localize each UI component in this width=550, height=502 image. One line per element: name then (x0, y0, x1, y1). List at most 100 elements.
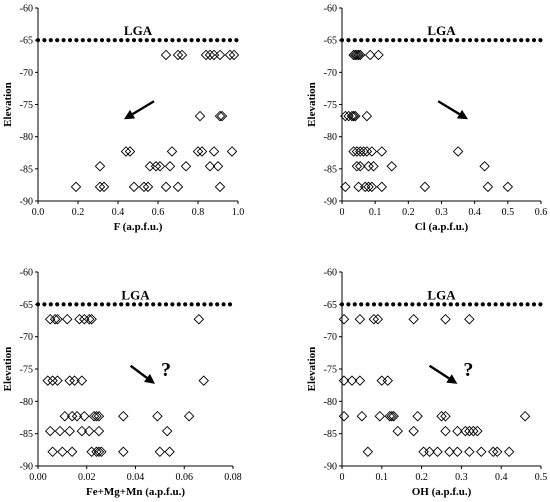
data-point-diamond (350, 49, 361, 61)
x-tick-label: 0.00 (29, 472, 47, 483)
x-tick-label: 0.2 (402, 207, 415, 218)
data-point-diamond (362, 446, 374, 458)
question-mark-annotation: ? (463, 359, 473, 381)
x-tick-label: 1.0 (232, 207, 245, 218)
data-point-diamond (128, 181, 140, 193)
data-point-diamond (152, 410, 163, 422)
data-point-diamond (224, 49, 236, 61)
data-point-diamond (346, 110, 358, 122)
data-point-diamond (361, 110, 373, 122)
data-point-diamond (198, 375, 209, 386)
x-tick-label: 0.2 (415, 472, 428, 483)
data-point-diamond (76, 375, 88, 386)
data-point-diamond (382, 375, 394, 386)
x-tick-label: 0.6 (535, 207, 548, 218)
data-point-diamond (98, 181, 110, 193)
data-point-diamond (54, 425, 66, 437)
x-tick-label: 0 (340, 472, 345, 483)
data-point-diamond (96, 446, 107, 458)
data-point-diamond (64, 375, 75, 386)
y-tick-label: -70 (324, 332, 337, 343)
lga-label: LGA (121, 287, 150, 302)
data-point-diamond (354, 313, 366, 325)
data-point-diamond (366, 181, 378, 193)
x-tick-label: 0.6 (152, 207, 165, 218)
data-point-diamond (502, 181, 514, 193)
y-tick-label: -60 (324, 4, 337, 15)
x-axis-label: F (a.p.f.u.) (114, 221, 163, 233)
data-point-diamond (479, 161, 490, 172)
data-point-diamond (228, 49, 240, 61)
data-point-diamond (83, 313, 95, 325)
data-point-diamond (204, 161, 216, 172)
data-point-diamond (440, 410, 451, 422)
data-point-diamond (88, 410, 100, 422)
trend-arrow-head (456, 109, 469, 120)
y-tick-label: -85 (324, 429, 337, 440)
y-tick-label: -80 (20, 397, 33, 408)
data-point-diamond (64, 425, 75, 437)
y-axis-label: Elevation (306, 347, 318, 392)
data-point-diamond (368, 161, 379, 172)
data-point-diamond (452, 446, 463, 458)
data-point-diamond (124, 146, 136, 157)
data-point-diamond (464, 313, 475, 325)
data-point-diamond (118, 410, 129, 422)
y-tick-label: -75 (324, 100, 337, 111)
y-tick-label: -60 (324, 268, 337, 279)
data-point-diamond (351, 146, 363, 157)
x-tick-label: 0.0 (32, 207, 45, 218)
data-point-diamond (412, 410, 423, 422)
data-point-diamond (351, 161, 363, 172)
x-axis-label: Fe+Mg+Mn (a.p.f.u.) (86, 486, 185, 498)
data-point-diamond (408, 313, 419, 325)
data-point-diamond (358, 146, 369, 157)
data-point-diamond (338, 313, 350, 325)
data-point-diamond (160, 181, 172, 193)
data-point-diamond (488, 446, 499, 458)
data-point-diamond (440, 425, 451, 437)
data-point-diamond (120, 146, 132, 157)
lga-label: LGA (427, 23, 456, 38)
y-tick-label: -85 (20, 429, 33, 440)
data-point-diamond (200, 49, 212, 61)
y-tick-label: -85 (324, 164, 337, 175)
data-point-diamond (176, 49, 188, 61)
data-point-diamond (363, 161, 374, 172)
data-point-diamond (74, 313, 85, 325)
data-point-diamond (338, 410, 350, 422)
data-point-diamond (91, 410, 102, 422)
y-tick-label: -90 (324, 197, 337, 208)
data-point-diamond (86, 313, 97, 325)
data-point-diamond (154, 161, 166, 172)
data-point-diamond (91, 446, 102, 458)
data-point-diamond (353, 49, 364, 61)
lga-label: LGA (427, 287, 456, 302)
data-point-diamond (350, 110, 361, 122)
data-point-diamond (373, 49, 384, 61)
data-point-diamond (440, 313, 451, 325)
x-tick-label: 0.4 (112, 207, 125, 218)
data-point-diamond (355, 146, 366, 157)
data-point-diamond (436, 410, 447, 422)
data-point-diamond (376, 375, 388, 386)
y-tick-label: -80 (20, 132, 33, 143)
data-point-diamond (452, 425, 463, 437)
data-point-diamond (79, 313, 90, 325)
data-point-diamond (52, 313, 63, 325)
data-point-diamond (216, 110, 228, 122)
data-point-diamond (44, 313, 56, 325)
data-point-diamond (482, 181, 494, 193)
data-point-diamond (388, 410, 399, 422)
data-point-diamond (374, 410, 386, 422)
data-point-diamond (340, 181, 351, 193)
data-point-diamond (212, 161, 224, 172)
y-tick-label: -80 (324, 397, 337, 408)
data-point-diamond (62, 313, 73, 325)
x-tick-label: 0.4 (495, 472, 508, 483)
data-point-diamond (354, 375, 366, 386)
data-point-diamond (142, 181, 154, 193)
data-point-diamond (172, 49, 184, 61)
data-point-diamond (154, 446, 166, 458)
